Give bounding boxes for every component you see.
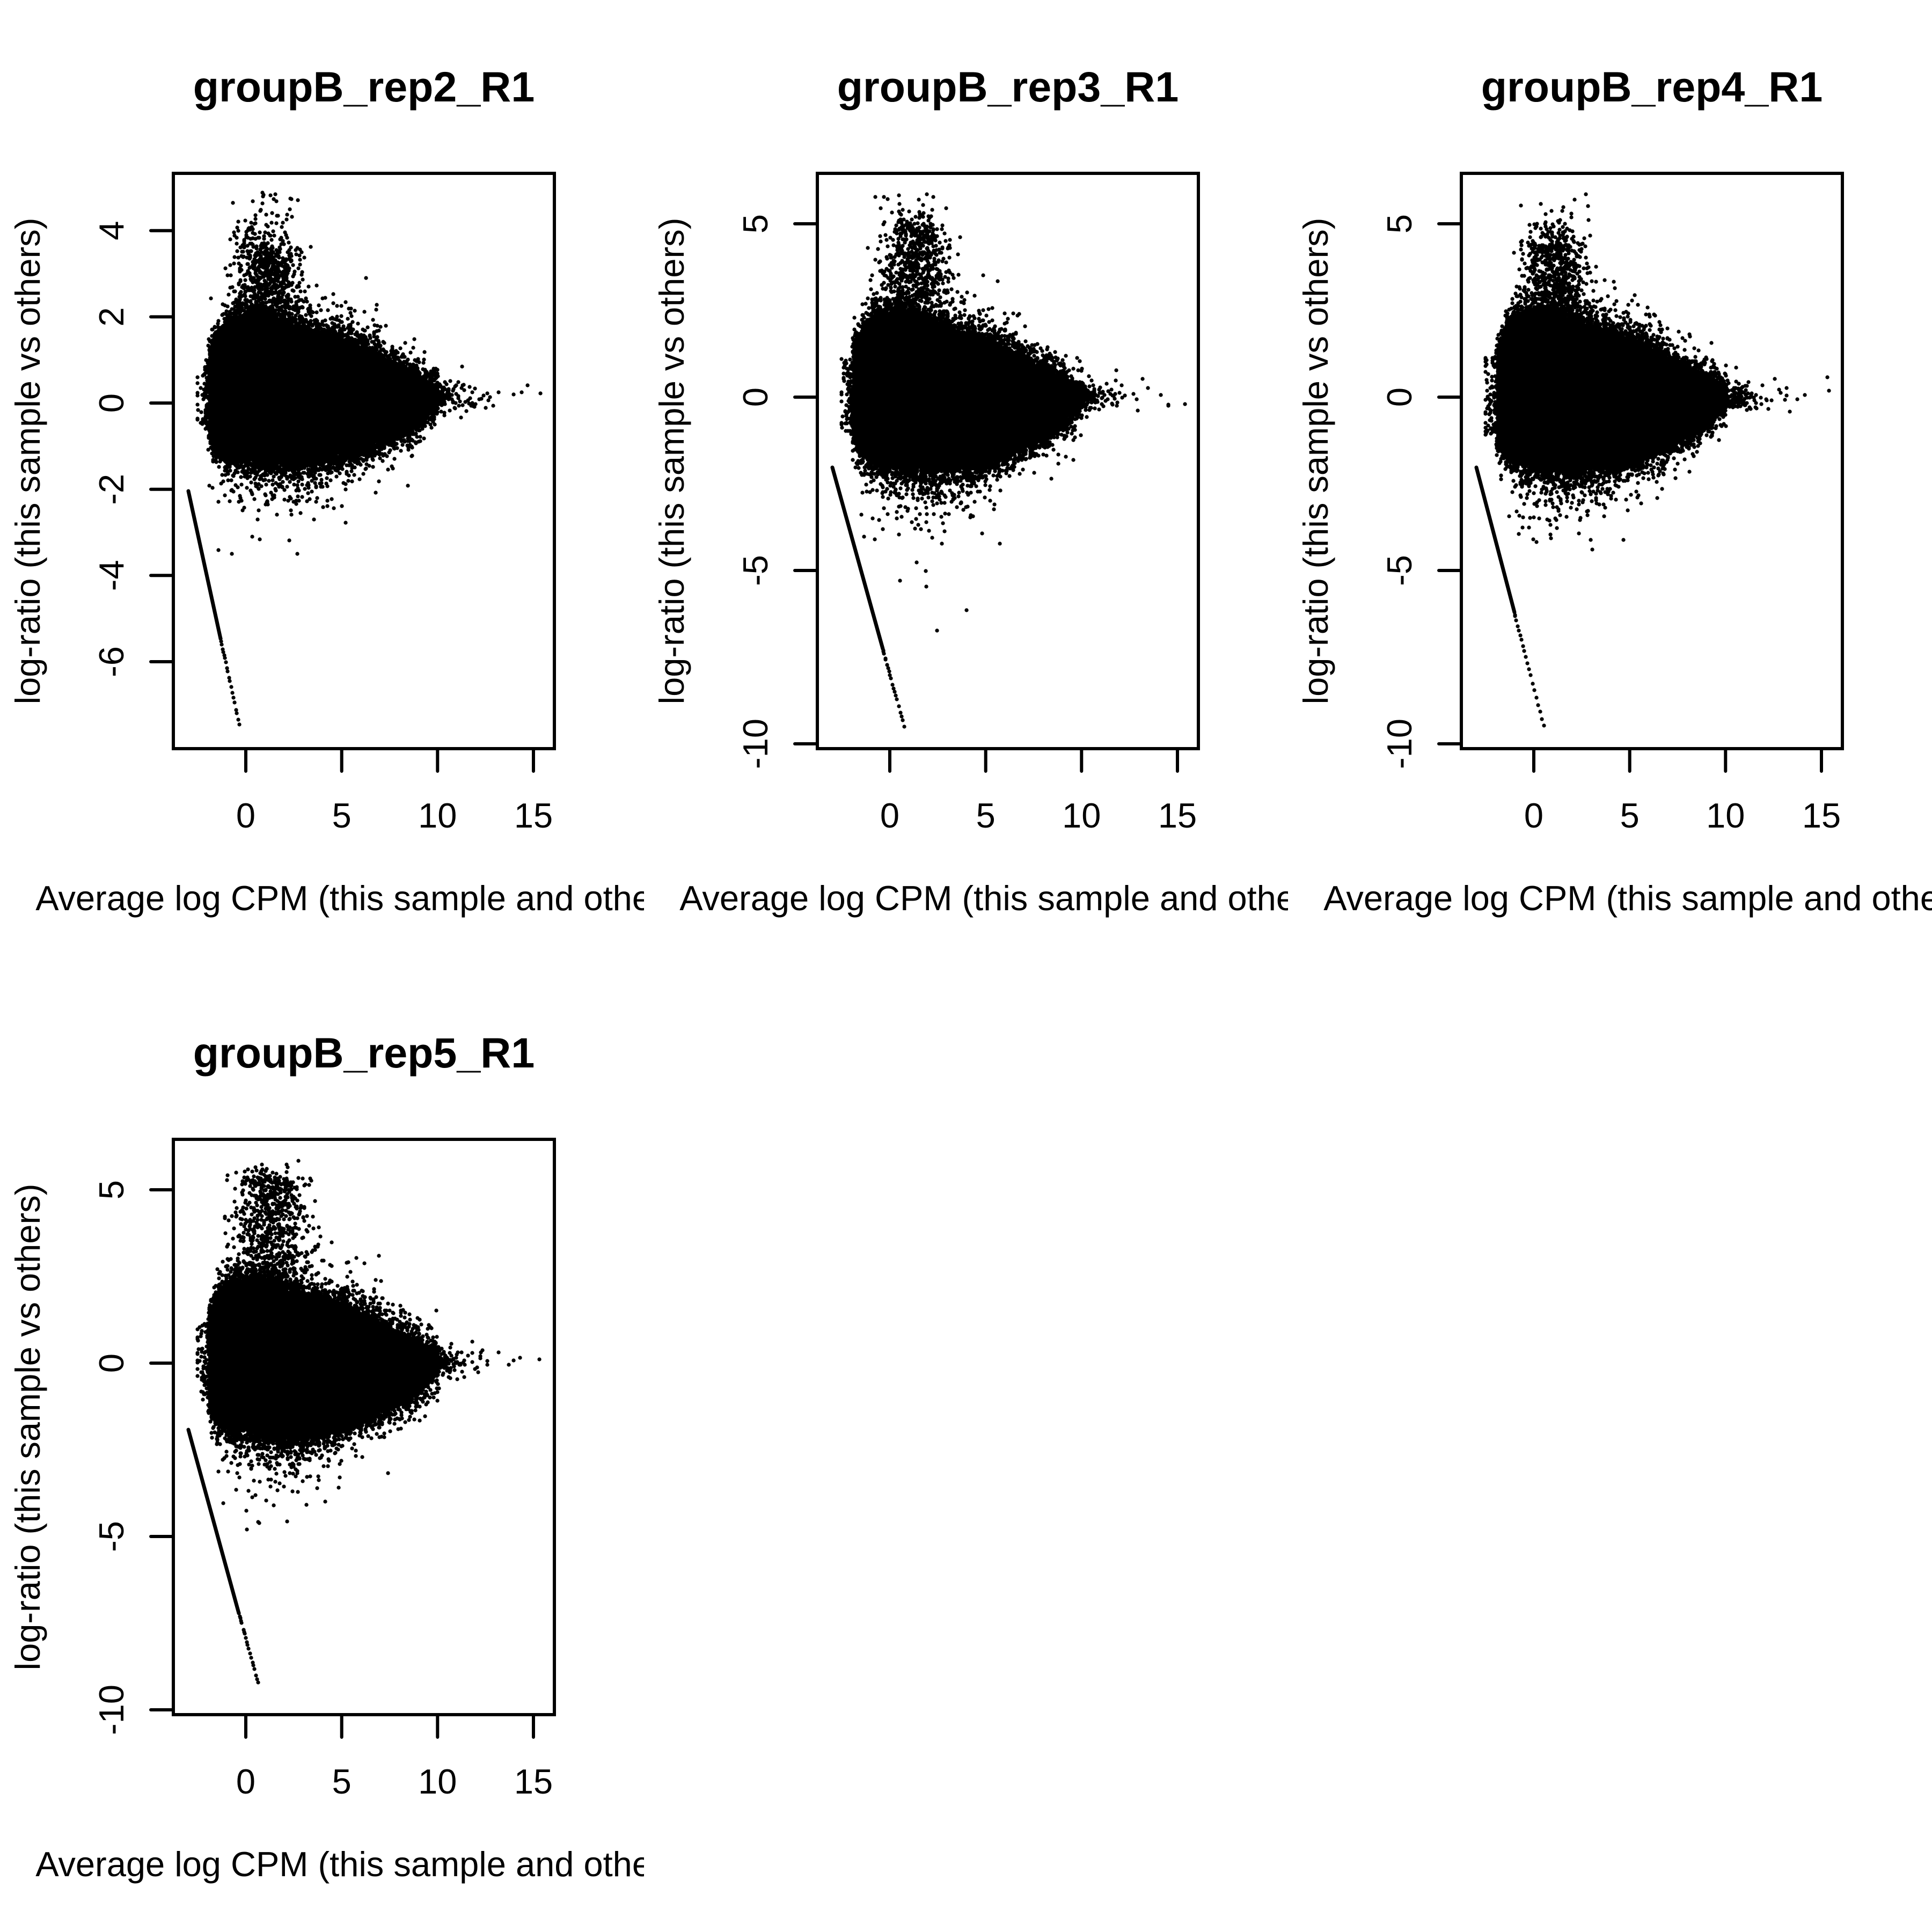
- svg-text:Average log CPM (this sample a: Average log CPM (this sample and others): [679, 879, 1336, 918]
- svg-text:5: 5: [1380, 214, 1419, 233]
- svg-text:0: 0: [236, 796, 255, 835]
- svg-text:5: 5: [1620, 796, 1640, 835]
- svg-text:5: 5: [92, 1180, 131, 1199]
- svg-text:5: 5: [332, 1762, 352, 1801]
- svg-text:2: 2: [92, 307, 131, 326]
- svg-text:0: 0: [880, 796, 899, 835]
- svg-text:15: 15: [1158, 796, 1197, 835]
- svg-text:-10: -10: [1380, 719, 1419, 769]
- svg-text:log-ratio (this sample vs othe: log-ratio (this sample vs others): [1296, 218, 1335, 705]
- svg-text:-4: -4: [92, 560, 131, 591]
- svg-text:Average log CPM (this sample a: Average log CPM (this sample and others): [1323, 879, 1932, 918]
- svg-text:5: 5: [976, 796, 996, 835]
- svg-text:15: 15: [1802, 796, 1841, 835]
- svg-text:5: 5: [332, 796, 352, 835]
- svg-text:5: 5: [736, 214, 775, 233]
- svg-text:0: 0: [236, 1762, 255, 1801]
- svg-text:10: 10: [1706, 796, 1745, 835]
- svg-text:10: 10: [418, 1762, 457, 1801]
- svg-text:-2: -2: [92, 474, 131, 505]
- svg-text:-5: -5: [736, 555, 775, 586]
- svg-text:15: 15: [514, 796, 553, 835]
- svg-text:0: 0: [736, 387, 775, 407]
- svg-text:0: 0: [92, 1353, 131, 1373]
- svg-text:-5: -5: [1380, 555, 1419, 586]
- svg-text:-6: -6: [92, 646, 131, 677]
- svg-text:Average log CPM (this sample a: Average log CPM (this sample and others): [35, 1845, 692, 1884]
- svg-text:-10: -10: [736, 719, 775, 769]
- svg-text:-5: -5: [92, 1521, 131, 1552]
- svg-text:10: 10: [1062, 796, 1101, 835]
- svg-text:15: 15: [514, 1762, 553, 1801]
- svg-text:0: 0: [92, 393, 131, 413]
- svg-text:groupB_rep5_R1: groupB_rep5_R1: [193, 1029, 535, 1077]
- svg-text:Average log CPM (this sample a: Average log CPM (this sample and others): [35, 879, 692, 918]
- svg-text:0: 0: [1380, 387, 1419, 407]
- svg-text:0: 0: [1524, 796, 1543, 835]
- svg-text:groupB_rep4_R1: groupB_rep4_R1: [1481, 63, 1823, 111]
- svg-text:10: 10: [418, 796, 457, 835]
- svg-text:groupB_rep3_R1: groupB_rep3_R1: [837, 63, 1179, 111]
- svg-text:log-ratio (this sample vs othe: log-ratio (this sample vs others): [8, 1184, 47, 1671]
- svg-text:-10: -10: [92, 1685, 131, 1735]
- svg-text:log-ratio (this sample vs othe: log-ratio (this sample vs others): [8, 218, 47, 705]
- svg-text:log-ratio (this sample vs othe: log-ratio (this sample vs others): [652, 218, 691, 705]
- svg-text:4: 4: [92, 221, 131, 240]
- svg-text:groupB_rep2_R1: groupB_rep2_R1: [193, 63, 535, 111]
